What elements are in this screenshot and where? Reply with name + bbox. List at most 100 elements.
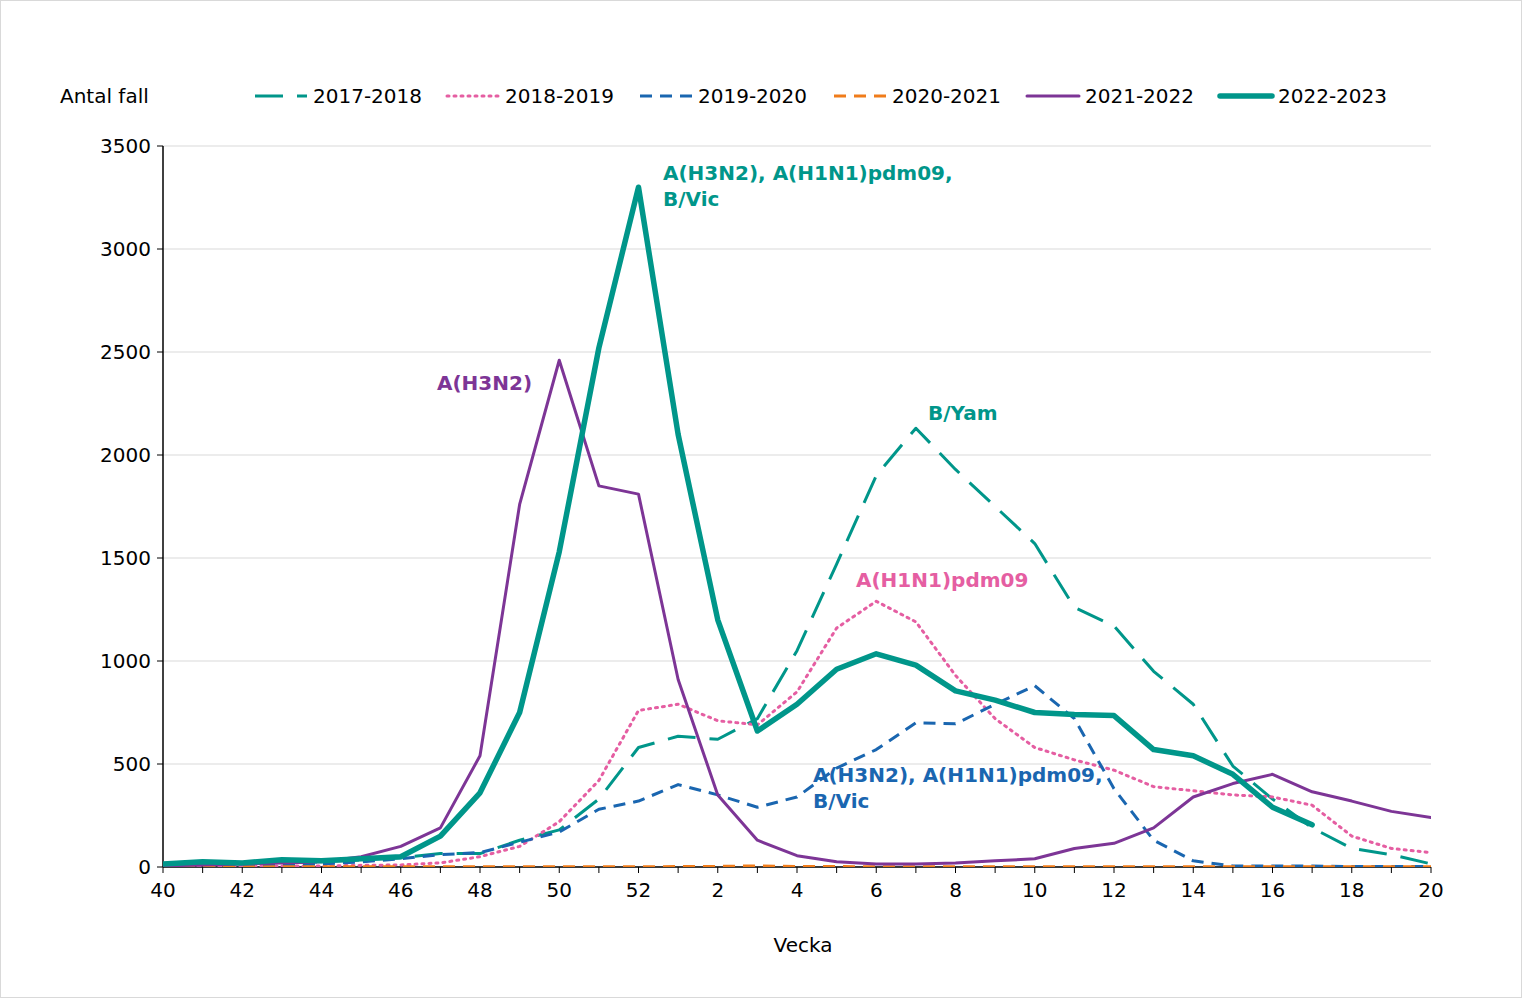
legend-label: 2020-2021	[892, 84, 1001, 108]
x-tick-label: 42	[230, 878, 255, 902]
x-tick	[163, 867, 164, 873]
x-tick	[559, 867, 560, 873]
x-tick	[955, 867, 956, 873]
x-tick	[1193, 867, 1194, 873]
x-tick-label: 50	[547, 878, 572, 902]
legend-swatch	[640, 95, 692, 98]
x-tick	[242, 867, 243, 873]
x-tick	[281, 867, 282, 873]
series-line	[163, 686, 1431, 867]
x-tick	[519, 867, 520, 873]
x-tick-label: 18	[1339, 878, 1364, 902]
x-tick-label: 12	[1101, 878, 1126, 902]
x-tick	[1074, 867, 1075, 873]
y-tick	[157, 352, 163, 353]
y-tick	[157, 867, 163, 868]
grid-line	[163, 558, 1431, 559]
annotation: A(H3N2), A(H1N1)pdm09,	[663, 161, 953, 185]
plot-area	[163, 187, 1431, 867]
y-tick-label: 3000	[100, 237, 151, 261]
y-tick-label: 2500	[100, 340, 151, 364]
legend-swatch	[1027, 95, 1079, 98]
legend-label: 2018-2019	[505, 84, 614, 108]
y-tick-label: 1000	[100, 649, 151, 673]
x-tick-label: 2	[711, 878, 724, 902]
x-tick	[678, 867, 679, 873]
x-tick	[717, 867, 718, 873]
y-axis	[162, 146, 164, 867]
grid-line	[163, 352, 1431, 353]
y-tick	[157, 249, 163, 250]
y-tick-label: 0	[138, 855, 151, 879]
grid-line	[163, 661, 1431, 662]
x-tick	[1153, 867, 1154, 873]
x-tick	[321, 867, 322, 873]
y-tick	[157, 661, 163, 662]
x-tick-label: 52	[626, 878, 651, 902]
x-tick-label: 20	[1418, 878, 1443, 902]
x-tick-label: 10	[1022, 878, 1047, 902]
annotation: A(H3N2)	[437, 371, 532, 395]
x-tick-label: 48	[467, 878, 492, 902]
x-tick	[361, 867, 362, 873]
x-tick	[995, 867, 996, 873]
series-line	[163, 360, 1431, 866]
legend-label: 2021-2022	[1085, 84, 1194, 108]
grid-line	[163, 764, 1431, 765]
chart: 0500100015002000250030003500404244464850…	[0, 0, 1522, 998]
x-tick	[915, 867, 916, 873]
legend: 2017-2018 2018-2019 2019-2020 2020-2021 2021…	[255, 84, 1387, 108]
x-tick-label: 16	[1260, 878, 1285, 902]
x-axis-label: Vecka	[774, 933, 833, 957]
x-tick	[480, 867, 481, 873]
annotation: B/Vic	[813, 789, 869, 813]
annotation: A(H1N1)pdm09	[856, 568, 1028, 592]
x-tick	[876, 867, 877, 873]
y-tick	[157, 455, 163, 456]
x-tick	[598, 867, 599, 873]
x-tick	[1351, 867, 1352, 873]
x-tick	[1391, 867, 1392, 873]
x-tick	[1431, 867, 1432, 873]
legend-label: 2022-2023	[1278, 84, 1387, 108]
grid-line	[163, 249, 1431, 250]
x-tick	[638, 867, 639, 873]
series-line	[163, 601, 1431, 866]
series-line	[163, 866, 1431, 867]
legend-label: 2019-2020	[698, 84, 807, 108]
y-tick	[157, 146, 163, 147]
x-tick-label: 40	[150, 878, 175, 902]
x-tick	[1312, 867, 1313, 873]
y-tick-label: 1500	[100, 546, 151, 570]
x-tick	[1034, 867, 1035, 873]
x-tick	[757, 867, 758, 873]
series-line	[163, 187, 1312, 864]
annotation: B/Yam	[928, 401, 998, 425]
x-tick	[1114, 867, 1115, 873]
annotation: B/Vic	[663, 187, 719, 211]
y-tick-label: 500	[113, 752, 151, 776]
x-tick	[1232, 867, 1233, 873]
y-tick	[157, 764, 163, 765]
y-tick-label: 2000	[100, 443, 151, 467]
y-axis-label: Antal fall	[60, 84, 149, 108]
x-tick	[202, 867, 203, 873]
series-line	[163, 428, 1431, 865]
annotation: A(H3N2), A(H1N1)pdm09,	[813, 763, 1103, 787]
x-tick	[440, 867, 441, 873]
x-tick-label: 44	[309, 878, 334, 902]
y-tick-label: 3500	[100, 134, 151, 158]
x-tick-label: 4	[791, 878, 804, 902]
x-tick-label: 14	[1181, 878, 1206, 902]
x-tick-label: 8	[949, 878, 962, 902]
x-tick	[797, 867, 798, 873]
legend-swatch	[255, 95, 307, 98]
x-tick-label: 6	[870, 878, 883, 902]
legend-swatch	[447, 95, 499, 98]
x-tick-label: 46	[388, 878, 413, 902]
x-tick	[1272, 867, 1273, 873]
x-tick	[400, 867, 401, 873]
legend-label: 2017-2018	[313, 84, 422, 108]
legend-swatch	[1220, 93, 1272, 99]
x-tick	[836, 867, 837, 873]
